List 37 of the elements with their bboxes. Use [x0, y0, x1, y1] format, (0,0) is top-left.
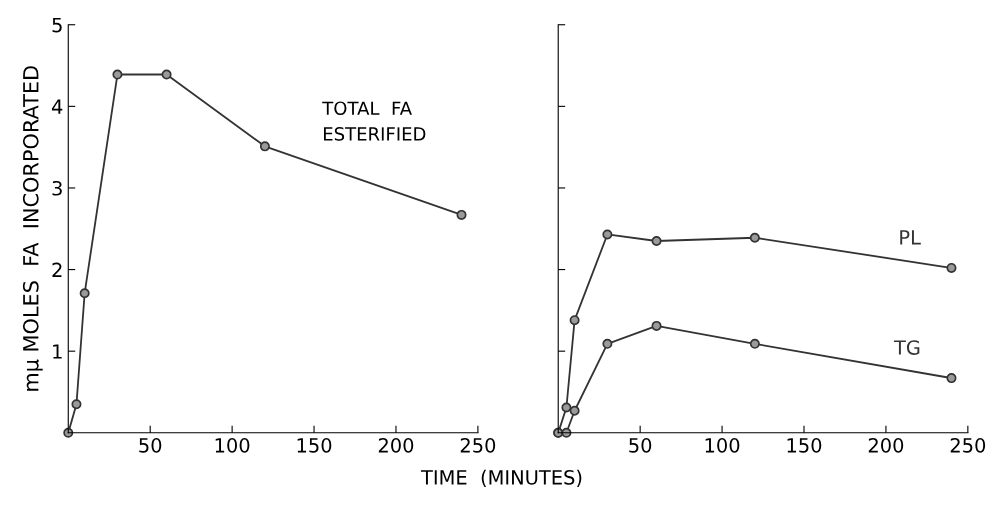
point [946, 262, 957, 273]
x-tick-label: 150 [297, 437, 332, 453]
y-tick-label: 2 [52, 262, 62, 277]
x-tick-label: 200 [378, 437, 414, 453]
point [259, 141, 270, 152]
point [749, 232, 760, 243]
point [71, 399, 82, 410]
x-tick-label: 50 [629, 437, 652, 453]
series-label: PL [900, 230, 921, 245]
y-tick-label: 3 [52, 180, 62, 196]
y-tick-label: 1 [53, 344, 62, 359]
y-axis-title: mμ MOLES FA INCORPORATED [22, 66, 43, 391]
x-tick-label: 50 [139, 437, 162, 453]
point [79, 288, 90, 299]
point [602, 338, 613, 349]
x-axis-title: TIME (MINUTES) [420, 469, 582, 487]
x-tick-label: 100 [705, 437, 740, 453]
point [456, 209, 467, 220]
point [569, 405, 580, 416]
series-label: TG [893, 340, 920, 355]
x-tick-label: 100 [215, 437, 250, 453]
point [602, 229, 613, 240]
annotation: TOTAL FA ESTERIFIED [322, 101, 426, 141]
point [561, 402, 572, 413]
point [161, 69, 172, 80]
point [946, 373, 957, 384]
x-tick-label: 250 [460, 437, 496, 453]
point [651, 320, 662, 331]
x-tick-label: 200 [868, 437, 904, 453]
point [651, 236, 662, 247]
y-tick-label: 5 [52, 17, 62, 33]
x-tick-label: 150 [787, 437, 822, 453]
x-tick-label: 250 [950, 437, 986, 453]
point [112, 69, 123, 80]
point [749, 338, 760, 349]
y-tick-label: 4 [51, 99, 63, 114]
point [569, 315, 580, 326]
